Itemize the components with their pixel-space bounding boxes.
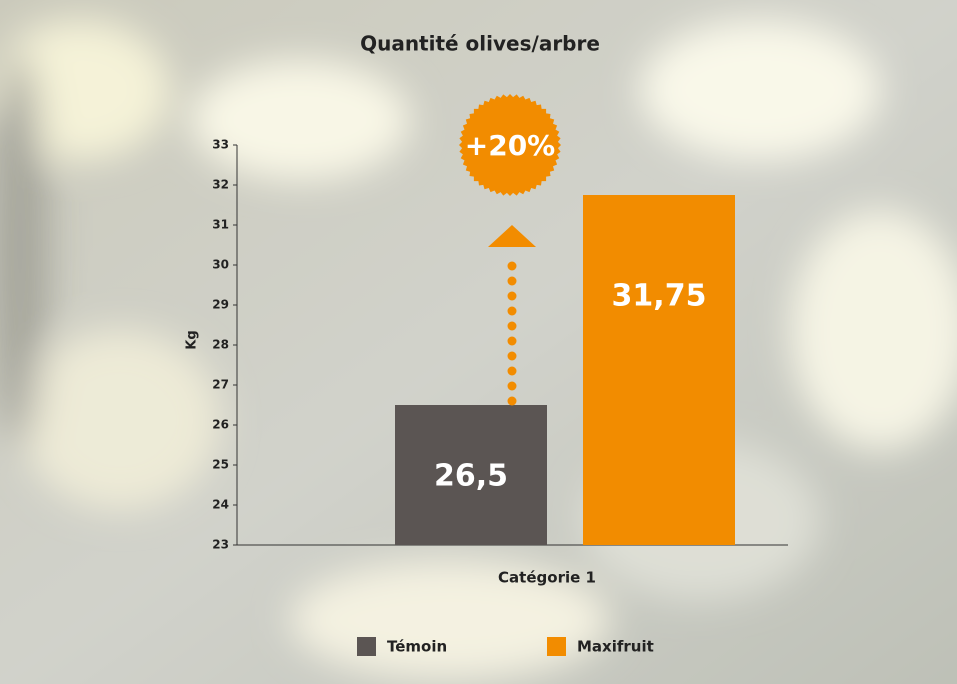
y-tick-label: 32 [212,178,229,192]
annotation: +20% [465,129,555,162]
y-tick-label: 24 [212,498,229,512]
background [0,0,957,684]
arrow-dot [508,262,517,271]
legend-label: Témoin [387,638,447,656]
y-tick-label: 33 [212,138,229,152]
y-tick-label: 23 [212,538,229,552]
chart-title: Quantité olives/arbre [360,32,600,56]
y-tick-label: 31 [212,218,229,232]
value-label: 31,75 [612,279,707,314]
y-tick-label: 28 [212,338,229,352]
arrow-dot [508,307,517,316]
arrow-dot [508,277,517,286]
arrow-dot [508,292,517,301]
value-label: 26,5 [434,459,508,494]
legend-label: Maxifruit [577,638,654,656]
y-tick-label: 26 [212,418,229,432]
y-tick-label: 30 [212,258,229,272]
legend-swatch [547,637,566,656]
arrow-dot [508,322,517,331]
y-tick-label: 25 [212,458,229,472]
x-axis-label: Catégorie 1 [498,569,596,587]
arrow-dot [508,337,517,346]
legend-swatch [357,637,376,656]
arrow-dot [508,367,517,376]
y-tick-label: 29 [212,298,229,312]
y-axis-label: Kg [185,330,200,349]
arrow-dot [508,382,517,391]
bar [583,195,735,545]
y-tick-label: 27 [212,378,229,392]
chart: Quantité olives/arbre Kg Catégorie 1 23 2… [0,0,957,684]
arrow-dot [508,352,517,361]
arrow-dot [508,397,517,406]
